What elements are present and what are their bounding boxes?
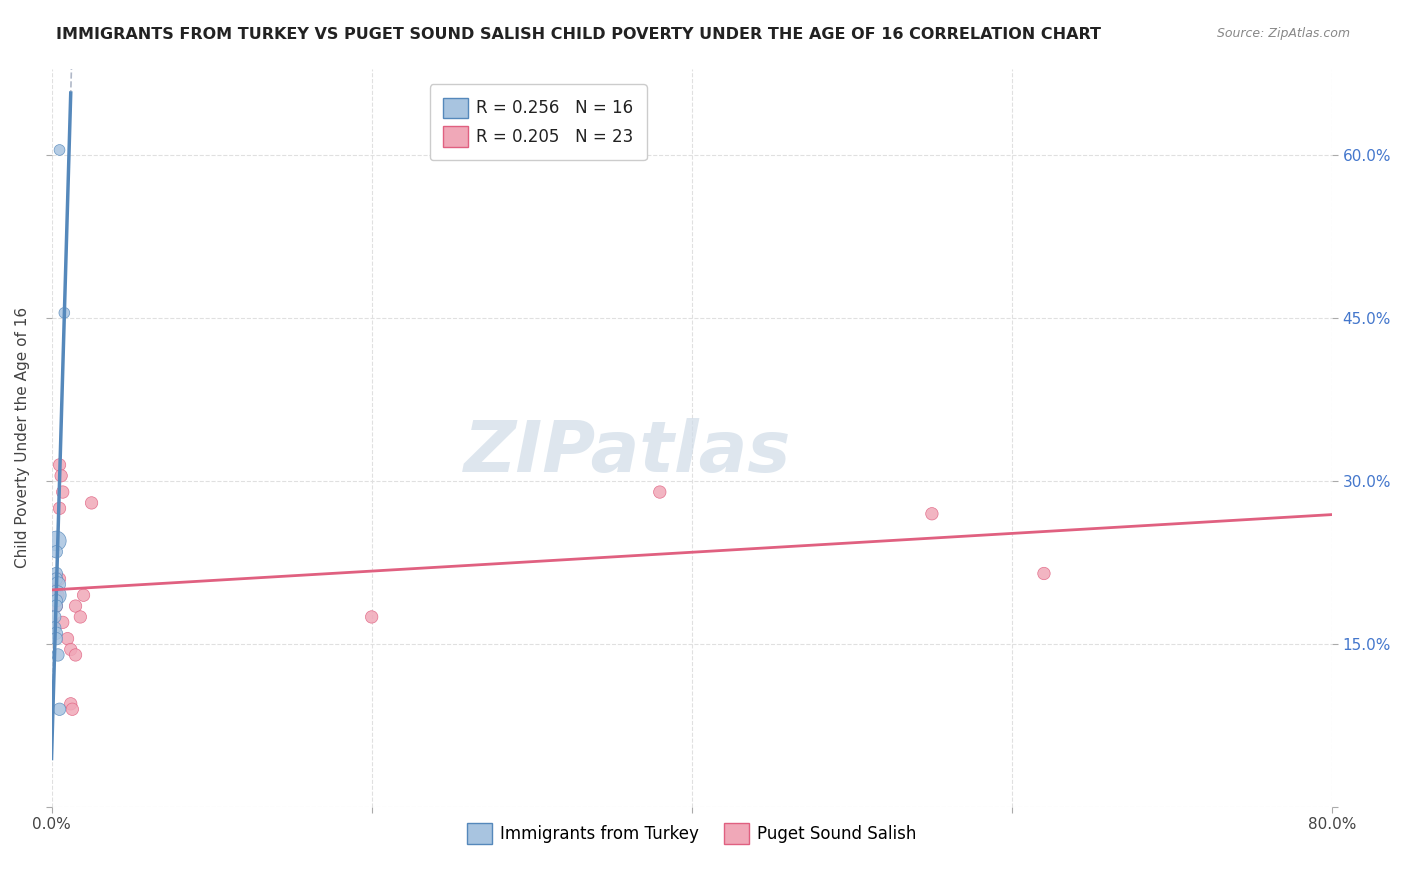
Point xyxy=(45,632,67,646)
Point xyxy=(45,545,67,559)
Point xyxy=(44,621,66,635)
Text: IMMIGRANTS FROM TURKEY VS PUGET SOUND SALISH CHILD POVERTY UNDER THE AGE OF 16 C: IMMIGRANTS FROM TURKEY VS PUGET SOUND SA… xyxy=(56,27,1101,42)
Point xyxy=(45,533,67,548)
Point xyxy=(80,496,103,510)
Point xyxy=(45,572,67,586)
Legend: R = 0.256   N = 16, R = 0.205   N = 23: R = 0.256 N = 16, R = 0.205 N = 23 xyxy=(429,84,647,160)
Point xyxy=(46,577,69,591)
Point xyxy=(48,572,70,586)
Point xyxy=(59,697,82,711)
Y-axis label: Child Poverty Under the Age of 16: Child Poverty Under the Age of 16 xyxy=(15,307,30,568)
Point xyxy=(45,572,67,586)
Point xyxy=(45,599,67,613)
Point xyxy=(65,599,87,613)
Point xyxy=(45,582,67,597)
Point xyxy=(45,566,67,581)
Point xyxy=(52,485,75,500)
Point xyxy=(59,642,82,657)
Point xyxy=(53,306,76,320)
Point xyxy=(65,648,87,662)
Point xyxy=(648,485,671,500)
Point xyxy=(360,610,382,624)
Point xyxy=(45,588,67,602)
Point xyxy=(52,615,75,630)
Point xyxy=(48,501,70,516)
Point xyxy=(44,610,66,624)
Point xyxy=(60,702,83,716)
Text: Source: ZipAtlas.com: Source: ZipAtlas.com xyxy=(1216,27,1350,40)
Point xyxy=(69,610,91,624)
Point xyxy=(1033,566,1056,581)
Point xyxy=(56,632,79,646)
Point xyxy=(46,648,69,662)
Point xyxy=(45,626,67,640)
Point xyxy=(921,507,943,521)
Point xyxy=(49,468,72,483)
Point xyxy=(48,143,70,157)
Point xyxy=(45,599,67,613)
Point xyxy=(45,593,67,607)
Point xyxy=(48,702,70,716)
Point xyxy=(48,458,70,472)
Point xyxy=(72,588,94,602)
Point xyxy=(46,588,69,602)
Text: ZIPatlas: ZIPatlas xyxy=(464,418,792,487)
